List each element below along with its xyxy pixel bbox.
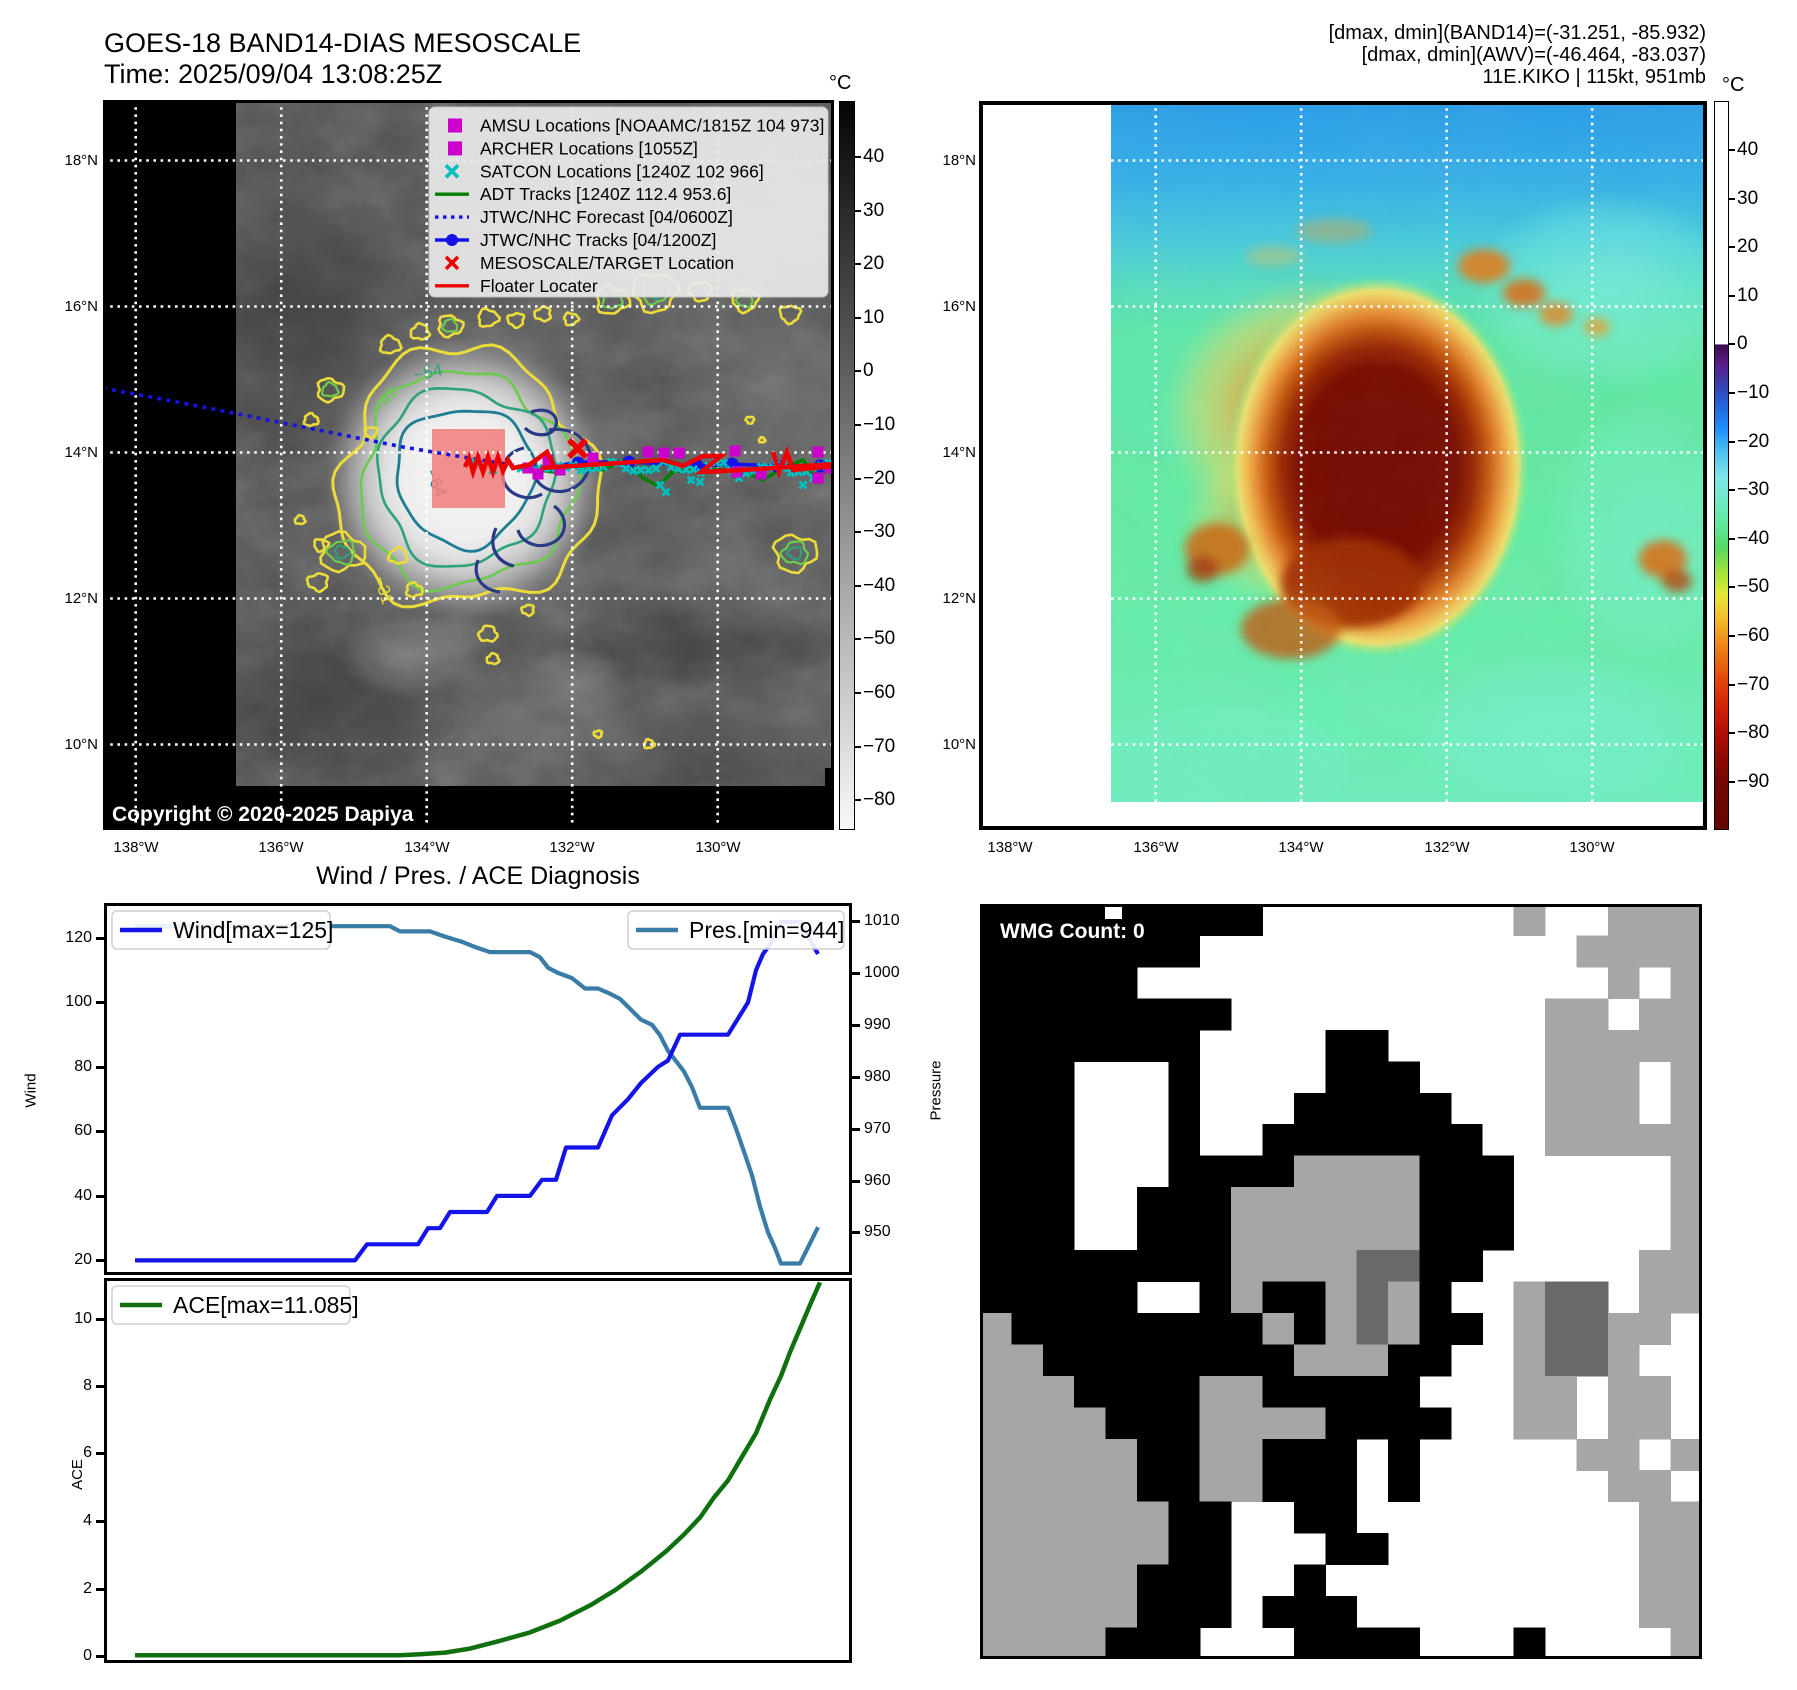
svg-text:SATCON Locations [1240Z 102 96: SATCON Locations [1240Z 102 966] [480, 161, 764, 181]
svg-text:Wind[max=125]: Wind[max=125] [173, 917, 333, 943]
svg-text:WMG Count: 0: WMG Count: 0 [1000, 920, 1145, 943]
svg-text:ADT Tracks [1240Z 112.4 953.6]: ADT Tracks [1240Z 112.4 953.6] [480, 184, 731, 204]
svg-text:Copyright © 2020-2025 Dapiya: Copyright © 2020-2025 Dapiya [112, 803, 414, 826]
svg-text:MESOSCALE/TARGET Location: MESOSCALE/TARGET Location [480, 253, 734, 273]
svg-text:JTWC/NHC Forecast [04/0600Z]: JTWC/NHC Forecast [04/0600Z] [480, 207, 733, 227]
svg-text:AMSU Locations [NOAAMC/1815Z 1: AMSU Locations [NOAAMC/1815Z 104 973] [480, 116, 824, 136]
svg-text:Pres.[min=944]: Pres.[min=944] [689, 917, 844, 943]
svg-text:JTWC/NHC Tracks [04/1200Z]: JTWC/NHC Tracks [04/1200Z] [480, 230, 716, 250]
svg-text:ACE[max=11.085]: ACE[max=11.085] [173, 1292, 359, 1318]
svg-text:ARCHER Locations [1055Z]: ARCHER Locations [1055Z] [480, 138, 698, 158]
svg-text:Floater Locater: Floater Locater [480, 276, 598, 296]
